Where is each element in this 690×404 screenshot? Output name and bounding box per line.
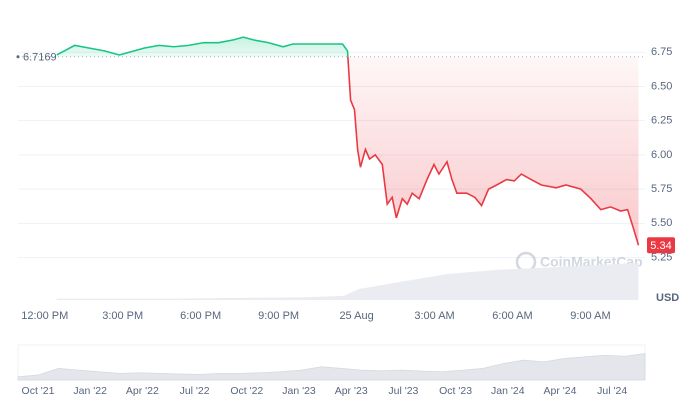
price-line-above bbox=[56, 36, 349, 57]
volume-area bbox=[56, 263, 639, 300]
navigator-label: Jul '22 bbox=[180, 385, 210, 397]
navigator-label: Jan '23 bbox=[282, 385, 316, 397]
navigator-label: Apr '24 bbox=[544, 385, 577, 397]
x-tick-label: 25 Aug bbox=[339, 310, 373, 322]
navigator-label: Jan '24 bbox=[491, 385, 525, 397]
baseline-dot bbox=[16, 55, 20, 59]
y-tick-label: 5.75 bbox=[651, 183, 672, 195]
navigator-label: Apr '23 bbox=[335, 385, 368, 397]
navigator-area bbox=[17, 353, 646, 381]
y-tick-label: 6.00 bbox=[651, 149, 672, 161]
y-tick-label: 6.25 bbox=[651, 115, 672, 127]
price-line-below bbox=[347, 56, 640, 246]
x-tick-label: 6:00 PM bbox=[180, 310, 221, 322]
y-tick-label: 5.25 bbox=[651, 251, 672, 263]
y-unit: USD bbox=[656, 292, 679, 304]
navigator-label: Jul '23 bbox=[388, 385, 418, 397]
navigator-label: Jul '24 bbox=[597, 385, 627, 397]
navigator-label: Jan '22 bbox=[73, 385, 107, 397]
area-below bbox=[56, 56, 639, 246]
y-tick-label: 6.75 bbox=[651, 46, 672, 58]
x-tick-label: 3:00 AM bbox=[414, 310, 454, 322]
area-above bbox=[56, 37, 348, 57]
last-price-label: 5.34 bbox=[650, 240, 671, 252]
navigator-label: Oct '22 bbox=[230, 385, 263, 397]
y-tick-label: 6.50 bbox=[651, 80, 672, 92]
x-tick-label: 6:00 AM bbox=[492, 310, 532, 322]
navigator-label: Oct '23 bbox=[439, 385, 472, 397]
x-tick-label: 9:00 PM bbox=[258, 310, 299, 322]
x-tick-label: 3:00 PM bbox=[102, 310, 143, 322]
x-tick-label: 9:00 AM bbox=[570, 310, 610, 322]
last-price-box bbox=[647, 237, 675, 254]
navigator-label: Apr '22 bbox=[126, 385, 159, 397]
x-tick-label: 12:00 PM bbox=[21, 310, 68, 322]
y-tick-label: 5.50 bbox=[651, 217, 672, 229]
baseline-label: 6.7169 bbox=[23, 52, 57, 64]
navigator-label: Oct '21 bbox=[22, 385, 55, 397]
